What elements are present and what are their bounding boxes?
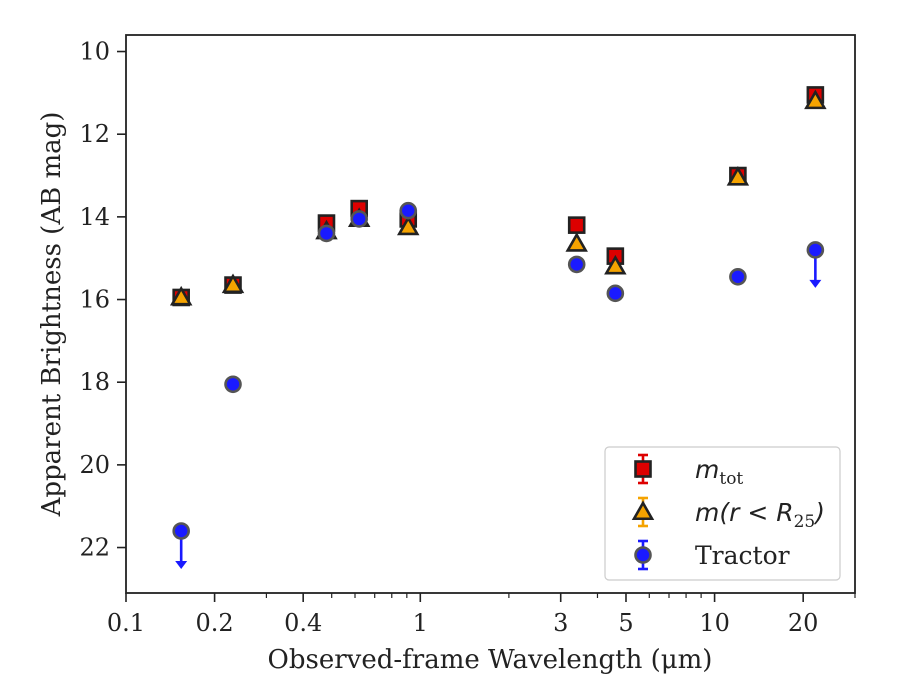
legend-label-2: Tractor [695, 541, 790, 570]
x-axis: 0.1 0.2 0.4 1 3 5 10 20 [107, 593, 856, 637]
y-tick-label: 18 [79, 368, 110, 396]
legend-label-subscript: 25 [794, 512, 816, 532]
series-tractor [172, 201, 825, 569]
y-tick-label: 20 [79, 451, 110, 479]
y-tick-label: 14 [79, 203, 110, 231]
legend-marker [634, 460, 652, 478]
legend-box [604, 446, 841, 581]
x-tick-label: 0.1 [107, 609, 145, 637]
legend-marker [631, 500, 655, 521]
x-tick-label: 5 [618, 609, 633, 637]
x-tick-label: 0.2 [196, 609, 234, 637]
legend-label-subscript: tot [719, 469, 743, 489]
x-tick-label: 1 [413, 609, 428, 637]
x-tick-label: 10 [699, 609, 730, 637]
legend-label-1: m(r < R25) [695, 498, 825, 532]
x-tick-label: 3 [553, 609, 568, 637]
legend-marker [634, 546, 652, 564]
upper-limit-arrowhead [175, 561, 188, 569]
y-axis-label: Apparent Brightness (AB mag) [37, 112, 67, 518]
legend: mtot m(r < R25) Tractor [604, 446, 841, 581]
y-tick-label: 16 [79, 286, 110, 314]
legend-label-base: m [695, 455, 719, 484]
legend-label-text: ) [813, 498, 825, 527]
x-tick-label: 0.4 [284, 609, 322, 637]
legend-label-0: mtot [695, 455, 743, 489]
y-tick-label: 10 [79, 38, 110, 66]
legend-label-text: Tractor [695, 541, 790, 570]
data-marks [169, 86, 827, 569]
y-axis: 10 12 14 16 18 20 22 [79, 38, 126, 562]
x-axis-label: Observed-frame Wavelength (μm) [268, 645, 713, 675]
legend-label-base: m(r < R [695, 498, 794, 527]
y-tick-label: 12 [79, 120, 110, 148]
x-tick-label: 20 [788, 609, 819, 637]
y-tick-label: 22 [79, 534, 110, 562]
upper-limit-arrowhead [809, 279, 822, 288]
